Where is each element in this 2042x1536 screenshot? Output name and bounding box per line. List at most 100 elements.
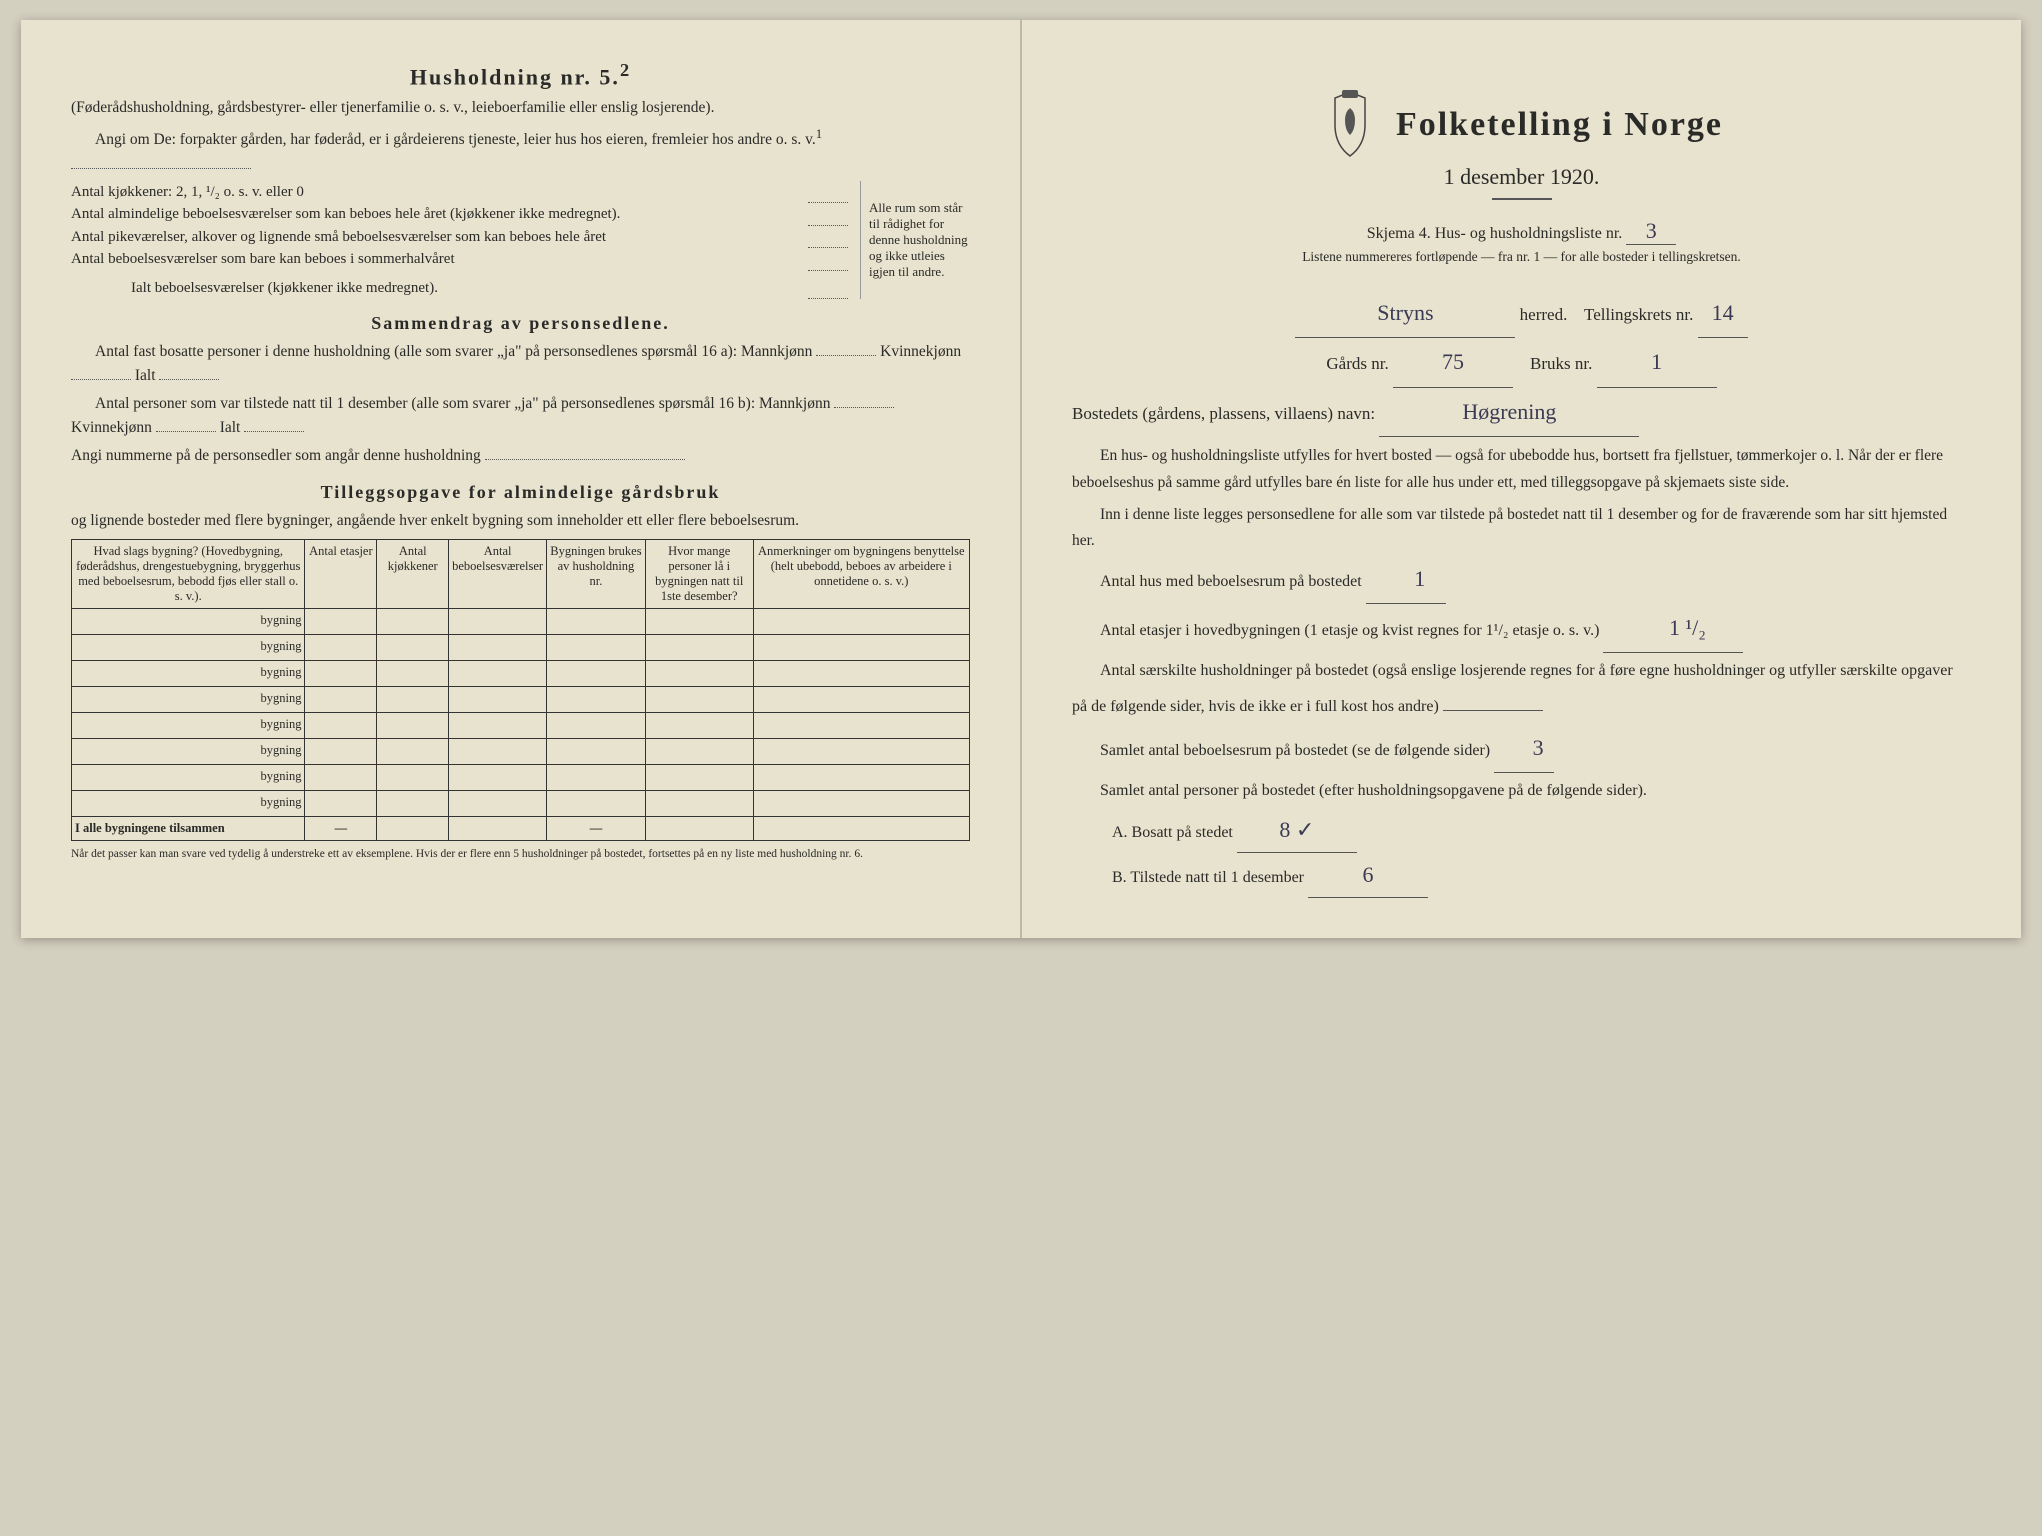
summary-heading: Sammendrag av personsedlene. bbox=[71, 313, 970, 334]
sum1-m-fill bbox=[816, 355, 876, 356]
angi-line: Angi om De: forpakter gården, har føderå… bbox=[71, 124, 970, 176]
room-total-fill bbox=[808, 277, 848, 300]
room3-fill bbox=[808, 248, 848, 271]
bosted-label: Bostedets (gårdens, plassens, villaens) … bbox=[1072, 404, 1375, 423]
skjema-value: 3 bbox=[1626, 218, 1676, 245]
table-row: bygning bbox=[72, 739, 970, 765]
stat-line-4: Samlet antal beboelsesrum på bostedet (s… bbox=[1072, 724, 1971, 773]
gard-value: 75 bbox=[1393, 338, 1513, 387]
sum1-kv: Kvinnekjønn bbox=[880, 343, 961, 360]
sum1-k-fill bbox=[71, 379, 131, 380]
s3-value bbox=[1443, 710, 1543, 711]
row-lbl: bygning bbox=[72, 765, 305, 791]
sB-value: 6 bbox=[1308, 853, 1428, 898]
room-line-1: Antal almindelige beboelsesværelser som … bbox=[71, 203, 848, 226]
stat-line-2: Antal etasjer i hovedbygningen (1 etasje… bbox=[1072, 604, 1971, 653]
household-note: (Føderådshusholdning, gårdsbestyrer- ell… bbox=[71, 96, 970, 120]
body-para-2: Inn i denne liste legges personsedlene f… bbox=[1072, 502, 1971, 555]
s1-value: 1 bbox=[1366, 555, 1446, 604]
sum3-fill bbox=[485, 459, 685, 460]
kitchens-line: Antal kjøkkener: 2, 1, ¹/₂ o. s. v. elle… bbox=[71, 181, 848, 204]
gard-label: Gårds nr. bbox=[1326, 354, 1388, 373]
summary-line-2: Antal personer som var tilstede natt til… bbox=[71, 392, 970, 440]
row-lbl: bygning bbox=[72, 791, 305, 817]
title-rule bbox=[1492, 198, 1552, 200]
subtitle-date: 1 desember 1920. bbox=[1072, 164, 1971, 190]
household-heading-text: Husholdning nr. 5. bbox=[410, 64, 620, 89]
household-heading: Husholdning nr. 5.2 bbox=[71, 60, 970, 90]
sum2-ialt: Ialt bbox=[220, 419, 241, 436]
sA-label: A. Bosatt på stedet bbox=[1112, 824, 1233, 841]
bruk-label: Bruks nr. bbox=[1530, 354, 1592, 373]
sum2-text: Antal personer som var tilstede natt til… bbox=[95, 395, 831, 412]
rooms-left: Antal kjøkkener: 2, 1, ¹/₂ o. s. v. elle… bbox=[71, 181, 848, 300]
table-total-row: I alle bygningene tilsammen—— bbox=[72, 817, 970, 841]
sum1-ialt: Ialt bbox=[135, 367, 156, 384]
location-block: Stryns herred. Tellingskrets nr. 14 Gård… bbox=[1072, 289, 1971, 437]
th-7: Anmerkninger om bygningens benyttelse (h… bbox=[753, 540, 969, 609]
angi-fill bbox=[71, 168, 251, 169]
gard-line: Gårds nr. 75 Bruks nr. 1 bbox=[1072, 338, 1971, 387]
rooms-block: Antal kjøkkener: 2, 1, ¹/₂ o. s. v. elle… bbox=[71, 181, 970, 300]
tillegg-sub: og lignende bosteder med flere bygninger… bbox=[71, 509, 970, 533]
bosted-value: Høgrening bbox=[1379, 388, 1639, 437]
row-lbl: bygning bbox=[72, 609, 305, 635]
left-page: Husholdning nr. 5.2 (Føderådshusholdning… bbox=[21, 20, 1021, 938]
table-row: bygning bbox=[72, 687, 970, 713]
room-line-2: Antal pikeværelser, alkover og lignende … bbox=[71, 226, 848, 249]
herred-line: Stryns herred. Tellingskrets nr. 14 bbox=[1072, 289, 1971, 338]
room3-label: Antal beboelsesværelser som bare kan beb… bbox=[71, 248, 808, 271]
room2-label: Antal pikeværelser, alkover og lignende … bbox=[71, 226, 808, 249]
s1-label: Antal hus med beboelsesrum på bostedet bbox=[1100, 573, 1362, 590]
table-row: bygning bbox=[72, 791, 970, 817]
right-page: Folketelling i Norge 1 desember 1920. Sk… bbox=[1021, 20, 2021, 938]
stat-line-1: Antal hus med beboelsesrum på bostedet 1 bbox=[1072, 555, 1971, 604]
bosted-line: Bostedets (gårdens, plassens, villaens) … bbox=[1072, 388, 1971, 437]
stat-line-3: Antal særskilte husholdninger på bostede… bbox=[1072, 653, 1971, 723]
room-line-3: Antal beboelsesværelser som bare kan beb… bbox=[71, 248, 848, 271]
table-row: bygning bbox=[72, 635, 970, 661]
skjema-label: Skjema 4. Hus- og husholdningsliste nr. bbox=[1367, 225, 1623, 242]
tillegg-heading: Tilleggsopgave for almindelige gårdsbruk bbox=[71, 482, 970, 503]
sum1-i-fill bbox=[159, 379, 219, 380]
s2-label: Antal etasjer i hovedbygningen (1 etasje… bbox=[1100, 622, 1599, 639]
row-lbl: bygning bbox=[72, 635, 305, 661]
stat-sub-a: A. Bosatt på stedet 8 ✓ bbox=[1112, 808, 1971, 853]
s4-value: 3 bbox=[1494, 724, 1554, 773]
bruk-value: 1 bbox=[1597, 338, 1717, 387]
main-title: Folketelling i Norge bbox=[1396, 106, 1723, 144]
document-spread: Husholdning nr. 5.2 (Føderådshusholdning… bbox=[21, 20, 2021, 938]
sum2-k-fill bbox=[156, 431, 216, 432]
s4-label: Samlet antal beboelsesrum på bostedet (s… bbox=[1100, 742, 1490, 759]
herred-value: Stryns bbox=[1295, 289, 1515, 338]
sum2-i-fill bbox=[244, 431, 304, 432]
kitchens-fill bbox=[808, 181, 848, 204]
rooms-sidebar: Alle rum som står til rådighet for denne… bbox=[860, 181, 970, 300]
th-6: Hvor mange personer lå i bygningen natt … bbox=[645, 540, 753, 609]
th-2: Antal etasjer bbox=[305, 540, 377, 609]
angi-sup: 1 bbox=[816, 126, 822, 141]
room-total-line: Ialt beboelsesværelser (kjøkkener ikke m… bbox=[71, 277, 848, 300]
s2-value: 1 ¹/₂ bbox=[1603, 604, 1743, 653]
footnote: Når det passer kan man svare ved tydelig… bbox=[71, 847, 970, 862]
table-row: bygning bbox=[72, 609, 970, 635]
th-4: Antal beboelsesværelser bbox=[449, 540, 547, 609]
stat-line-5: Samlet antal personer på bostedet (efter… bbox=[1072, 773, 1971, 808]
table-row: bygning bbox=[72, 765, 970, 791]
row-lbl: bygning bbox=[72, 713, 305, 739]
sum3-text: Angi nummerne på de personsedler som ang… bbox=[71, 447, 481, 464]
th-1: Hvad slags bygning? (Hovedbygning, føder… bbox=[72, 540, 305, 609]
angi-text: Angi om De: forpakter gården, har føderå… bbox=[95, 132, 816, 149]
kitchens-label: Antal kjøkkener: 2, 1, ¹/₂ o. s. v. elle… bbox=[71, 181, 808, 204]
table-body: bygning bygning bygning bygning bygning … bbox=[72, 609, 970, 841]
sA-value: 8 ✓ bbox=[1237, 808, 1357, 853]
table-row: bygning bbox=[72, 661, 970, 687]
room1-fill bbox=[808, 203, 848, 226]
tkrets-label: Tellingskrets nr. bbox=[1584, 305, 1693, 324]
sum2-m-fill bbox=[834, 407, 894, 408]
s3-label: Antal særskilte husholdninger på bostede… bbox=[1072, 662, 1953, 714]
sum2-kv: Kvinnekjønn bbox=[71, 419, 152, 436]
sum1-text: Antal fast bosatte personer i denne hush… bbox=[95, 343, 812, 360]
row-lbl: bygning bbox=[72, 739, 305, 765]
summary-line-1: Antal fast bosatte personer i denne hush… bbox=[71, 340, 970, 388]
